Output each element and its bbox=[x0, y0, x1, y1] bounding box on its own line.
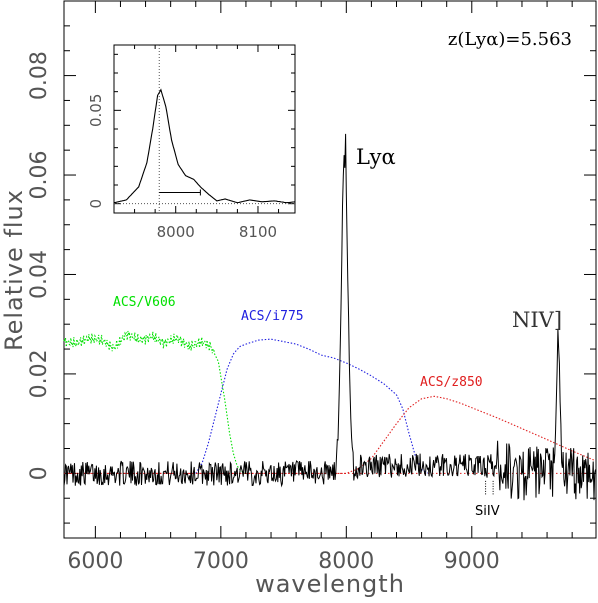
v606-filter-curve bbox=[63, 330, 246, 474]
v606-filter-label: ACS/V606 bbox=[113, 295, 176, 310]
z850-filter-curve bbox=[64, 395, 596, 474]
spectrum-curve bbox=[63, 133, 596, 501]
y-tick-label: 0.02 bbox=[27, 349, 52, 398]
i775-filter-curve bbox=[195, 338, 428, 474]
lya-line-label: Lyα bbox=[356, 145, 396, 169]
inset-profile-curve bbox=[113, 88, 296, 204]
inset-x-tick-label: 8100 bbox=[239, 223, 277, 241]
siiv-line-label: SiIV bbox=[475, 504, 500, 519]
x-tick-label: 7000 bbox=[193, 549, 249, 574]
main-plot-frame bbox=[63, 0, 597, 539]
niv-line-label: NIV] bbox=[512, 308, 562, 332]
x-tick-label: 6000 bbox=[67, 549, 123, 574]
z850-filter-label: ACS/z850 bbox=[420, 375, 483, 390]
redshift-annotation: z(Lyα)=5.563 bbox=[448, 29, 572, 50]
inset-plot-frame bbox=[113, 44, 296, 214]
y-tick-label: 0.06 bbox=[27, 151, 52, 200]
x-tick-label: 8000 bbox=[318, 549, 374, 574]
x-axis-title: wavelength bbox=[255, 570, 405, 598]
inset-y-tick-label: 0.05 bbox=[87, 94, 105, 127]
y-tick-label: 0 bbox=[27, 466, 52, 480]
inset-y-tick-label: 0 bbox=[87, 199, 105, 209]
y-tick-label: 0.04 bbox=[27, 250, 52, 299]
y-axis-title: Relative flux bbox=[0, 189, 28, 351]
y-tick-label: 0.08 bbox=[27, 51, 52, 100]
inset-x-tick-label: 8000 bbox=[157, 223, 195, 241]
i775-filter-label: ACS/i775 bbox=[241, 309, 304, 324]
x-tick-label: 9000 bbox=[444, 549, 500, 574]
